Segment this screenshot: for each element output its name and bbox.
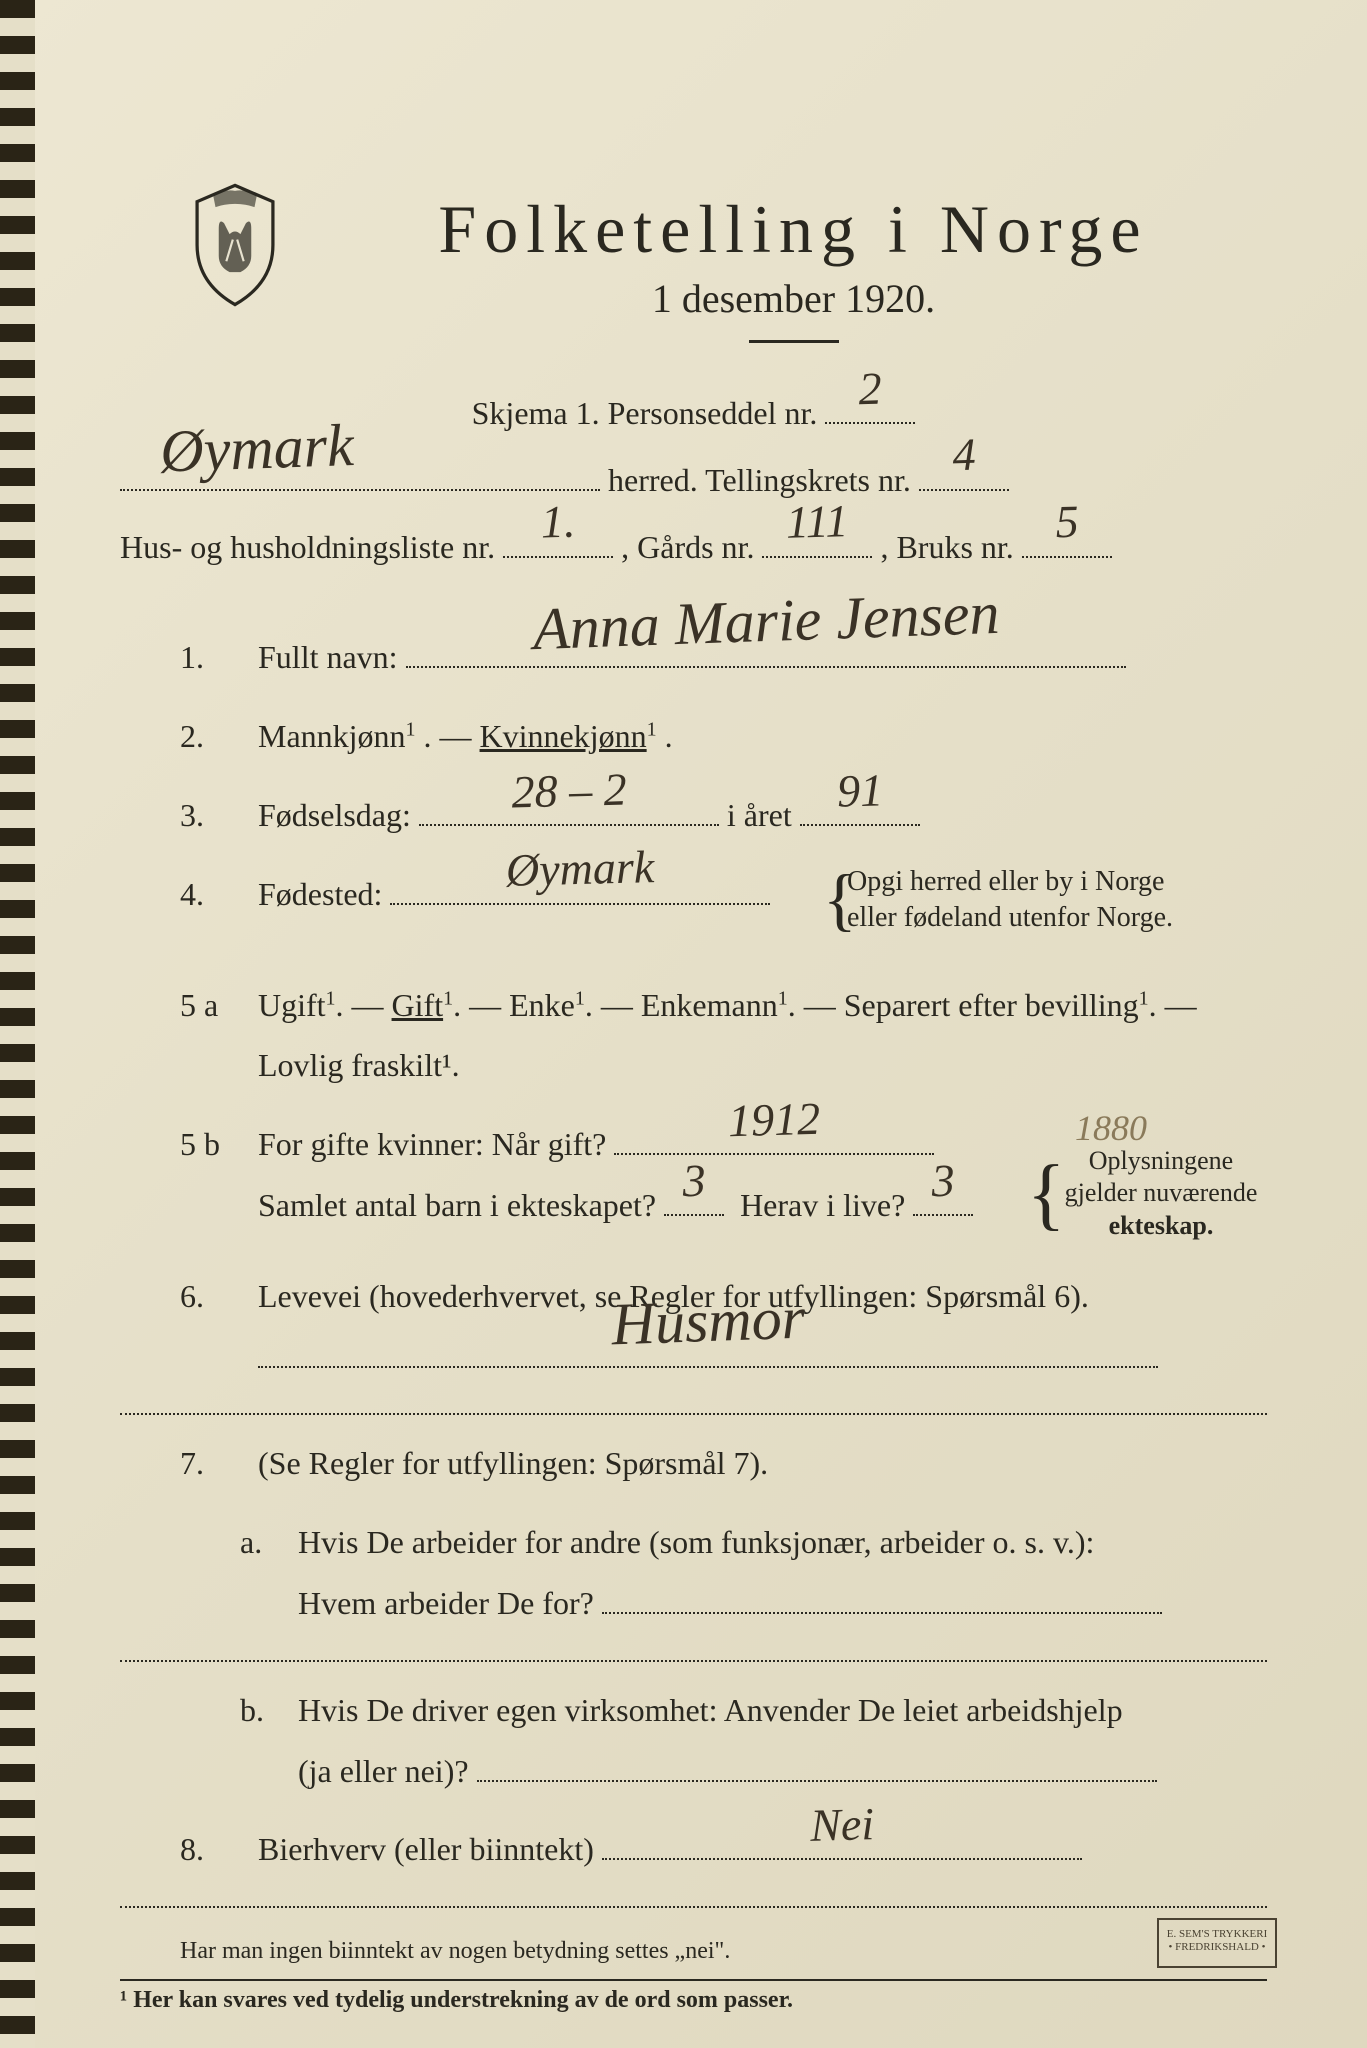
rule-3 [120, 1906, 1267, 1908]
bierhverv-value: Nei [601, 1775, 1083, 1875]
page-title: Folketelling i Norge [320, 190, 1267, 269]
coat-of-arms-icon [180, 180, 290, 310]
q5b-l2: Samlet antal barn i ekteskapet? 3 Herav … [180, 1175, 1267, 1236]
hush-nr: 1. [502, 477, 614, 567]
rule-1 [120, 1413, 1267, 1415]
q7a: a. Hvis De arbeider for andre (som funks… [240, 1512, 1267, 1573]
page-date: 1 desember 1920. [320, 275, 1267, 322]
q2: 2. Mannkjønn1 . — Kvinnekjønn1 . [180, 706, 1267, 767]
title-divider [749, 340, 839, 343]
personseddel-nr: 2 [824, 343, 916, 433]
birthyear-value: 91 [799, 745, 921, 836]
q4-note: Opgi herred eller by i Norge eller fødel… [847, 864, 1267, 937]
q7a-l2: Hvem arbeider De for? [240, 1573, 1267, 1634]
rule-2 [120, 1660, 1267, 1662]
krets-nr: 4 [918, 410, 1010, 500]
gift-selected: Gift [392, 987, 444, 1023]
q8: 8. Bierhverv (eller biinntekt) Nei [180, 1819, 1267, 1880]
children-alive-value: 3 [912, 1136, 974, 1225]
gard-nr: 111 [761, 477, 873, 567]
q4: 4. Fødested: Øymark Opgi herred eller by… [180, 864, 1267, 925]
printer-stamp: E. SEM'S TRYKKERI • FREDRIKSHALD • [1157, 1918, 1277, 1968]
q1: 1. Fullt navn: Anna Marie Jensen [180, 627, 1267, 688]
full-name-value: Anna Marie Jensen [404, 552, 1128, 691]
children-total-value: 3 [663, 1136, 725, 1225]
married-year-value: 1912 [613, 1072, 935, 1168]
q5a: 5 a Ugift1. — Gift1. — Enke1. — Enkemann… [180, 975, 1267, 1036]
binding-edge [0, 0, 35, 2048]
birthplace-value: Øymark [389, 820, 771, 917]
footer-note: Har man ingen biinntekt av nogen betydni… [180, 1938, 1267, 1965]
q5b-note: Oplysningene gjelder nuværende ekteskap. [1027, 1145, 1267, 1243]
q6-value-line: Husmor [180, 1327, 1267, 1388]
footer-instruction: ¹ Her kan svares ved tydelig understrekn… [120, 1979, 1267, 2014]
q7b: b. Hvis De driver egen virksomhet: Anven… [240, 1680, 1267, 1741]
header: Folketelling i Norge 1 desember 1920. [180, 180, 1267, 343]
q7: 7. (Se Regler for utfyllingen: Spørsmål … [180, 1433, 1267, 1494]
